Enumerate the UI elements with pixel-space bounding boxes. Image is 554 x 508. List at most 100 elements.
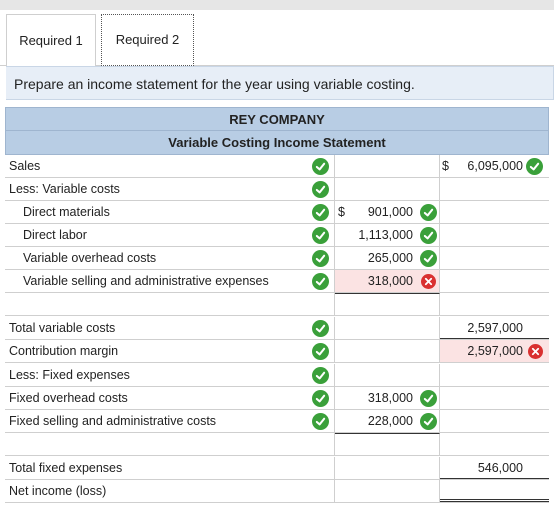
variable-overhead-label: Variable overhead costs	[23, 251, 157, 265]
direct-labor-amount: 1,113,000	[358, 228, 413, 242]
total-cell[interactable]	[440, 410, 549, 432]
check-icon	[312, 273, 329, 290]
fixed-overhead-amount: 318,000	[367, 391, 413, 405]
label-cell[interactable]: Contribution margin	[5, 340, 335, 362]
check-icon	[312, 204, 329, 221]
total-fixed-amount: 546,000	[477, 461, 523, 475]
amount-cell[interactable]	[335, 433, 440, 455]
check-icon	[420, 204, 437, 221]
row-variable-overhead: Variable overhead costs 265,000	[5, 247, 549, 270]
direct-materials-label: Direct materials	[23, 205, 110, 219]
tab-required-2-label: Required 2	[115, 32, 180, 47]
label-cell[interactable]: Direct materials	[5, 201, 335, 223]
row-total-variable: Total variable costs 2,597,000	[5, 317, 549, 340]
total-cell[interactable]: 2,597,000	[440, 317, 549, 339]
label-cell[interactable]: Fixed selling and administrative costs	[5, 410, 335, 432]
net-income-label: Net income (loss)	[9, 484, 107, 498]
instruction-banner: Prepare an income statement for the year…	[6, 66, 554, 100]
label-cell[interactable]: Direct labor	[5, 224, 335, 246]
check-icon	[312, 367, 329, 384]
variable-overhead-amount: 265,000	[367, 251, 413, 265]
total-cell[interactable]	[440, 364, 549, 386]
total-cell[interactable]	[440, 201, 549, 223]
amount-cell[interactable]: 318,000	[335, 387, 440, 409]
amount-cell[interactable]	[335, 340, 440, 362]
variable-selling-amount: 318,000	[367, 274, 413, 288]
check-icon	[526, 158, 543, 175]
error-x-icon	[421, 274, 436, 289]
amount-cell[interactable]: 318,000	[335, 270, 440, 292]
total-cell[interactable]	[440, 270, 549, 292]
check-icon	[420, 227, 437, 244]
amount-cell[interactable]	[335, 155, 440, 177]
label-cell[interactable]: Variable selling and administrative expe…	[5, 270, 335, 292]
amount-cell[interactable]: 265,000	[335, 247, 440, 269]
amount-cell[interactable]: 228,000	[335, 410, 440, 432]
label-cell[interactable]: Fixed overhead costs	[5, 387, 335, 409]
check-icon	[312, 390, 329, 407]
total-cell[interactable]	[440, 224, 549, 246]
total-cell[interactable]	[440, 480, 549, 502]
row-fixed-selling: Fixed selling and administrative costs 2…	[5, 410, 549, 433]
check-icon	[312, 250, 329, 267]
fixed-selling-label: Fixed selling and administrative costs	[9, 414, 217, 428]
label-cell[interactable]	[5, 293, 335, 315]
sales-label: Sales	[9, 159, 41, 173]
row-net-income: Net income (loss)	[5, 480, 549, 503]
row-blank	[5, 293, 549, 316]
label-cell[interactable]: Less: Variable costs	[5, 178, 335, 200]
amount-cell[interactable]	[335, 178, 440, 200]
less-variable-label: Less: Variable costs	[9, 182, 120, 196]
total-cell[interactable]	[440, 433, 549, 455]
amount-cell[interactable]: $ 901,000	[335, 201, 440, 223]
label-cell[interactable]: Total fixed expenses	[5, 457, 335, 479]
row-less-fixed: Less: Fixed expenses	[5, 364, 549, 387]
total-cell[interactable]	[440, 178, 549, 200]
total-cell[interactable]: 546,000	[440, 457, 549, 479]
statement-title: Variable Costing Income Statement	[5, 131, 549, 155]
label-cell[interactable]	[5, 433, 335, 455]
check-icon	[420, 250, 437, 267]
check-icon	[312, 227, 329, 244]
dollar-sign: $	[338, 205, 345, 219]
row-less-variable: Less: Variable costs	[5, 178, 549, 201]
total-variable-amount: 2,597,000	[467, 321, 523, 335]
total-cell[interactable]	[440, 247, 549, 269]
check-icon	[420, 390, 437, 407]
sales-amount: 6,095,000	[467, 159, 523, 173]
amount-cell[interactable]	[335, 293, 440, 315]
label-cell[interactable]: Sales	[5, 155, 335, 177]
fixed-overhead-label: Fixed overhead costs	[9, 391, 128, 405]
direct-labor-label: Direct labor	[23, 228, 87, 242]
total-cell[interactable]: 2,597,000	[440, 340, 549, 362]
variable-selling-label: Variable selling and administrative expe…	[23, 274, 269, 288]
row-direct-materials: Direct materials $ 901,000	[5, 201, 549, 224]
label-cell[interactable]: Net income (loss)	[5, 480, 335, 502]
label-cell[interactable]: Less: Fixed expenses	[5, 364, 335, 386]
tab-required-1[interactable]: Required 1	[6, 14, 96, 67]
row-direct-labor: Direct labor 1,113,000	[5, 224, 549, 247]
tab-required-2[interactable]: Required 2	[101, 14, 194, 66]
label-cell[interactable]: Variable overhead costs	[5, 247, 335, 269]
check-icon	[312, 320, 329, 337]
focus-outline	[101, 14, 194, 66]
total-cell[interactable]	[440, 387, 549, 409]
error-x-icon	[528, 344, 543, 359]
total-cell[interactable]: $ 6,095,000	[440, 155, 549, 177]
amount-cell[interactable]	[335, 317, 440, 339]
contribution-margin-amount: 2,597,000	[467, 344, 523, 358]
amount-cell[interactable]: 1,113,000	[335, 224, 440, 246]
amount-cell[interactable]	[335, 364, 440, 386]
fixed-selling-amount: 228,000	[367, 414, 413, 428]
amount-cell[interactable]	[335, 457, 440, 479]
check-icon	[312, 343, 329, 360]
row-sales: Sales $ 6,095,000	[5, 155, 549, 178]
company-name: REY COMPANY	[5, 107, 549, 131]
direct-materials-amount: 901,000	[367, 205, 413, 219]
total-cell[interactable]	[440, 293, 549, 315]
row-total-fixed: Total fixed expenses 546,000	[5, 457, 549, 480]
label-cell[interactable]: Total variable costs	[5, 317, 335, 339]
amount-cell[interactable]	[335, 480, 440, 502]
check-icon	[420, 413, 437, 430]
check-icon	[312, 158, 329, 175]
